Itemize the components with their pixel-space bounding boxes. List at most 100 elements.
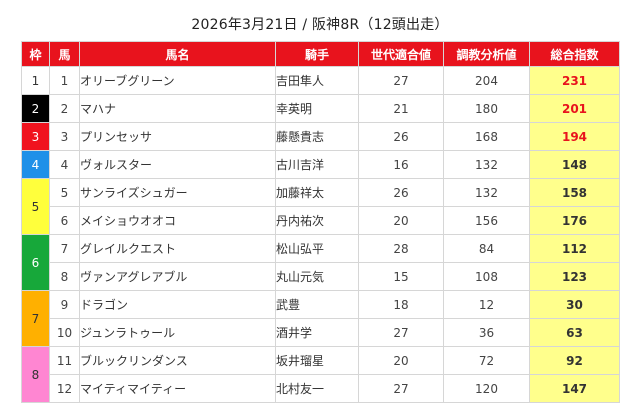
total-index-cell: 194: [529, 122, 620, 151]
jockey-cell: 古川吉洋: [275, 150, 359, 179]
header-row: 枠 馬 馬名 騎手 世代適合値 調教分析値 総合指数: [21, 41, 620, 67]
generation-fit-cell: 20: [358, 346, 444, 375]
table-row: 12 マイティマイティー 北村友一 27 120 147: [22, 374, 620, 403]
generation-fit-cell: 26: [358, 178, 444, 207]
generation-fit-cell: 27: [358, 318, 444, 347]
uma-cell: 10: [49, 318, 80, 347]
total-index-cell: 147: [529, 374, 620, 403]
header-generation-fit: 世代適合値: [358, 41, 444, 67]
generation-fit-cell: 27: [358, 374, 444, 403]
uma-cell: 11: [49, 346, 80, 375]
uma-cell: 12: [49, 374, 80, 403]
table-row: 4 4 ヴォルスター 古川吉洋 16 132 148: [21, 150, 620, 179]
table-row: 8 11 ブルックリンダンス 坂井瑠星 20 72 92: [21, 346, 620, 403]
horse-name-cell: プリンセッサ: [79, 122, 276, 151]
horse-name-cell: グレイルクエスト: [79, 234, 276, 263]
total-index-cell: 63: [529, 318, 620, 347]
total-index-cell: 30: [529, 290, 620, 319]
horse-name-cell: メイショウオオコ: [79, 206, 276, 235]
horse-name-cell: ヴォルスター: [79, 150, 276, 179]
total-index-cell: 92: [529, 346, 620, 375]
training-analysis-cell: 72: [443, 346, 530, 375]
horse-name-cell: マイティマイティー: [79, 374, 276, 403]
generation-fit-cell: 15: [358, 262, 444, 291]
table-row: 6 7 グレイルクエスト 松山弘平 28 84 112: [21, 234, 620, 291]
training-analysis-cell: 204: [443, 66, 530, 95]
generation-fit-cell: 20: [358, 206, 444, 235]
generation-fit-cell: 26: [358, 122, 444, 151]
waku-cell: 4: [21, 150, 50, 179]
header-uma: 馬: [49, 41, 80, 67]
race-title: 2026年3月21日 / 阪神8R（12頭出走）: [191, 17, 449, 33]
uma-cell: 2: [49, 94, 80, 123]
waku-cell: 3: [21, 122, 50, 151]
table-row: 8 ヴァンアグレアブル 丸山元気 15 108 123: [22, 262, 620, 291]
training-analysis-cell: 12: [443, 290, 530, 319]
jockey-cell: 藤懸貴志: [275, 122, 359, 151]
header-total-index: 総合指数: [529, 41, 620, 67]
waku-cell: 7: [21, 290, 50, 347]
jockey-cell: 丸山元気: [275, 262, 359, 291]
jockey-cell: 坂井瑠星: [275, 346, 359, 375]
jockey-cell: 加藤祥太: [275, 178, 359, 207]
horse-name-cell: ヴァンアグレアブル: [79, 262, 276, 291]
waku-cell: 6: [21, 234, 50, 291]
total-index-cell: 201: [529, 94, 620, 123]
table-row: 2 2 マハナ 幸英明 21 180 201: [21, 94, 620, 123]
uma-cell: 5: [49, 178, 80, 207]
uma-cell: 3: [49, 122, 80, 151]
uma-cell: 7: [49, 234, 80, 263]
uma-cell: 6: [49, 206, 80, 235]
horse-name-cell: オリーブグリーン: [79, 66, 276, 95]
training-analysis-cell: 180: [443, 94, 530, 123]
uma-cell: 1: [49, 66, 80, 95]
uma-cell: 4: [49, 150, 80, 179]
generation-fit-cell: 21: [358, 94, 444, 123]
horse-name-cell: ジュンラトゥール: [79, 318, 276, 347]
training-analysis-cell: 132: [443, 178, 530, 207]
jockey-cell: 武豊: [275, 290, 359, 319]
training-analysis-cell: 168: [443, 122, 530, 151]
jockey-cell: 丹内祐次: [275, 206, 359, 235]
generation-fit-cell: 27: [358, 66, 444, 95]
uma-cell: 9: [49, 290, 80, 319]
horse-name-cell: ドラゴン: [79, 290, 276, 319]
training-analysis-cell: 108: [443, 262, 530, 291]
jockey-cell: 幸英明: [275, 94, 359, 123]
table-row: 3 3 プリンセッサ 藤懸貴志 26 168 194: [21, 122, 620, 151]
header-horse-name: 馬名: [79, 41, 276, 67]
generation-fit-cell: 18: [358, 290, 444, 319]
total-index-cell: 112: [529, 234, 620, 263]
jockey-cell: 北村友一: [275, 374, 359, 403]
training-analysis-cell: 132: [443, 150, 530, 179]
waku-cell: 2: [21, 94, 50, 123]
horse-name-cell: マハナ: [79, 94, 276, 123]
header-jockey: 騎手: [275, 41, 359, 67]
header-waku: 枠: [21, 41, 50, 67]
table-row: 5 5 サンライズシュガー 加藤祥太 26 132 158: [21, 178, 620, 235]
total-index-cell: 158: [529, 178, 620, 207]
total-index-cell: 231: [529, 66, 620, 95]
waku-cell: 5: [21, 178, 50, 235]
training-analysis-cell: 156: [443, 206, 530, 235]
training-analysis-cell: 36: [443, 318, 530, 347]
uma-cell: 8: [49, 262, 80, 291]
generation-fit-cell: 28: [358, 234, 444, 263]
table-row: 10 ジュンラトゥール 酒井学 27 36 63: [22, 318, 620, 347]
race-table: 枠 馬 馬名 騎手 世代適合値 調教分析値 総合指数 1 1 オリーブグリーン …: [21, 41, 620, 403]
header-training-analysis: 調教分析値: [443, 41, 530, 67]
training-analysis-cell: 120: [443, 374, 530, 403]
jockey-cell: 吉田隼人: [275, 66, 359, 95]
total-index-cell: 148: [529, 150, 620, 179]
waku-cell: 1: [21, 66, 50, 95]
jockey-cell: 松山弘平: [275, 234, 359, 263]
generation-fit-cell: 16: [358, 150, 444, 179]
horse-name-cell: サンライズシュガー: [79, 178, 276, 207]
waku-cell: 8: [21, 346, 50, 403]
horse-name-cell: ブルックリンダンス: [79, 346, 276, 375]
training-analysis-cell: 84: [443, 234, 530, 263]
jockey-cell: 酒井学: [275, 318, 359, 347]
table-row: 7 9 ドラゴン 武豊 18 12 30: [21, 290, 620, 347]
total-index-cell: 176: [529, 206, 620, 235]
table-row: 1 1 オリーブグリーン 吉田隼人 27 204 231: [21, 66, 620, 95]
